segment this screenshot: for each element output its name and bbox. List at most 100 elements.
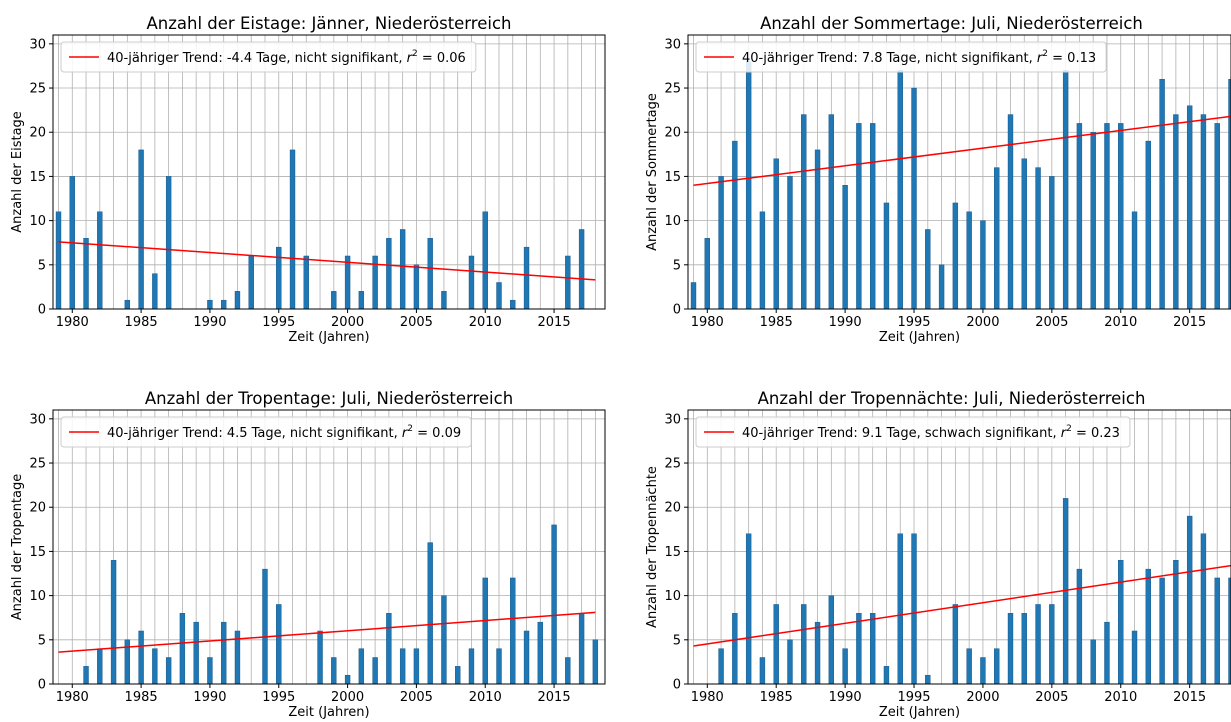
bar: [413, 264, 420, 309]
bar: [966, 211, 972, 309]
bar: [759, 657, 766, 684]
trend-line: [693, 564, 1231, 647]
bar: [842, 648, 848, 684]
y-ticks: 0 5 10 15 20 25 30: [664, 412, 688, 693]
bar: [1104, 621, 1110, 684]
chart-panel-3: 1980 1985 1990 1995 2000 2005 2010 2015 0 5 10 15 20…: [10, 389, 606, 720]
bar: [55, 211, 62, 309]
bar: [138, 630, 144, 684]
bar: [994, 167, 1000, 309]
bar: [482, 577, 488, 684]
x-tick-label: 2010: [1104, 690, 1137, 705]
x-tick-label: 2005: [400, 315, 433, 330]
chart-panel-4: 1980 1985 1990 1995 2000 2005 2010 2015 0 5 10 15 20…: [645, 389, 1231, 720]
bar: [952, 202, 959, 309]
bar: [124, 299, 131, 309]
bar: [883, 202, 890, 309]
bar: [221, 299, 227, 309]
axes-frame: [687, 34, 1231, 310]
legend-box: [60, 416, 472, 448]
y-tick-label: 5: [38, 258, 46, 273]
legend: 40-jähriger Trend: 4.5 Tage, nicht signi…: [60, 416, 472, 448]
bar: [110, 560, 117, 684]
bar: [193, 621, 199, 684]
y-tick-label: 25: [29, 457, 46, 472]
bars: [718, 498, 1231, 684]
legend: 40-jähriger Trend: 9.1 Tage, schwach sig…: [695, 416, 1131, 448]
bar: [468, 648, 475, 684]
y-tick-label: 0: [673, 303, 681, 318]
bar: [1049, 604, 1055, 684]
bar: [801, 114, 807, 309]
x-tick-label: 1980: [691, 315, 724, 330]
y-tick-label: 15: [29, 170, 46, 185]
y-tick-label: 25: [29, 82, 46, 97]
bar: [1076, 123, 1083, 309]
x-tick-label: 1990: [193, 690, 226, 705]
bar: [399, 229, 406, 309]
x-tick-label: 2010: [469, 315, 502, 330]
bar: [1186, 515, 1193, 684]
bar: [938, 264, 945, 309]
bar: [276, 604, 282, 684]
y-tick-label: 5: [673, 258, 681, 273]
bar: [1214, 577, 1220, 684]
axes-frame: [52, 409, 606, 685]
legend-label: 40-jähriger Trend: 4.5 Tage, nicht signi…: [107, 424, 461, 441]
bar: [565, 657, 571, 684]
x-axis-label: Zeit (Jahren): [879, 705, 960, 720]
x-tick-label: 2000: [966, 690, 999, 705]
bar: [745, 61, 752, 309]
bar: [704, 238, 710, 309]
legend: 40-jähriger Trend: -4.4 Tage, nicht sign…: [60, 41, 477, 73]
y-tick-label: 25: [664, 457, 681, 472]
trend-line: [693, 115, 1231, 187]
bar: [317, 630, 323, 684]
bar: [399, 648, 406, 684]
bar: [787, 639, 793, 684]
y-ticks: 0 5 10 15 20 25 30: [29, 37, 53, 318]
bar: [578, 613, 585, 684]
bar: [773, 604, 779, 684]
bar: [856, 613, 862, 684]
x-tick-label: 2010: [469, 690, 502, 705]
bar: [455, 666, 461, 684]
bar: [814, 621, 821, 684]
bar: [787, 176, 793, 309]
x-tick-label: 2015: [538, 315, 571, 330]
bar: [482, 211, 488, 309]
y-tick-label: 10: [29, 589, 46, 604]
bar: [83, 238, 89, 309]
y-tick-label: 0: [38, 303, 46, 318]
bar: [83, 666, 89, 684]
bar: [523, 246, 530, 309]
bar: [372, 255, 378, 309]
x-axis-label: Zeit (Jahren): [879, 330, 960, 345]
x-tick-label: 2015: [1173, 315, 1206, 330]
bar: [386, 613, 392, 684]
bar: [1007, 114, 1014, 309]
bar: [718, 176, 724, 309]
x-tick-label: 2000: [331, 315, 364, 330]
bar: [1021, 158, 1027, 309]
bar: [1090, 639, 1096, 684]
bar: [1035, 167, 1041, 309]
x-tick-label: 1980: [56, 315, 89, 330]
x-tick-label: 1985: [125, 690, 158, 705]
bar: [386, 238, 392, 309]
bar: [207, 657, 213, 684]
y-tick-label: 20: [664, 126, 681, 141]
x-ticks: 1980 1985 1990 1995 2000 2005 2010 2015: [691, 684, 1206, 705]
chart-title: Anzahl der Eistage: Jänner, Niederösterr…: [146, 14, 511, 33]
y-tick-label: 10: [664, 589, 681, 604]
y-axis-label: Anzahl der Sommertage: [645, 93, 660, 251]
bar: [690, 282, 697, 309]
trend-line: [58, 611, 596, 653]
x-ticks: 1980 1985 1990 1995 2000 2005 2010 2015: [691, 309, 1206, 330]
x-axis-label: Zeit (Jahren): [288, 705, 369, 720]
bar: [856, 123, 862, 309]
bar: [869, 123, 876, 309]
bar: [718, 648, 724, 684]
bar: [331, 291, 337, 309]
bar: [842, 185, 848, 309]
